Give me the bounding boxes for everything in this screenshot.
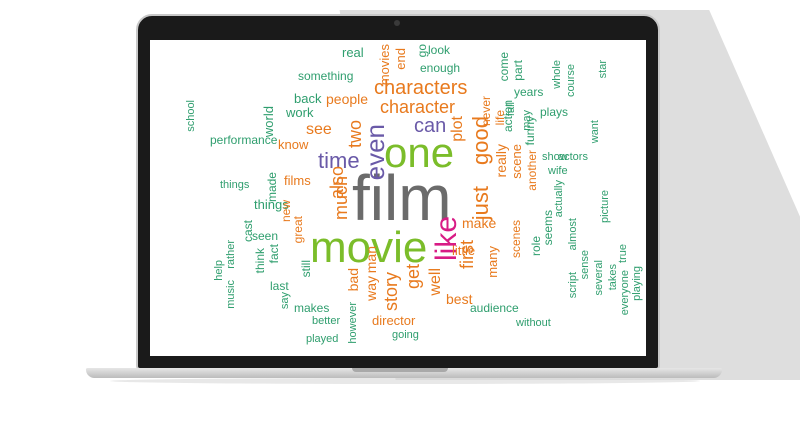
word-fact: fact — [267, 244, 281, 264]
word-music: music — [225, 280, 237, 309]
word-whole: whole — [551, 60, 563, 89]
word-make: make — [462, 215, 497, 231]
word-work: work — [286, 105, 314, 120]
word-bad: bad — [345, 268, 361, 292]
word-scene: scene — [509, 144, 524, 179]
word-several: several — [593, 260, 605, 296]
word-going: going — [392, 329, 419, 341]
word-say: say — [279, 292, 291, 310]
word-course: course — [565, 64, 577, 98]
word-made: made — [265, 172, 279, 203]
word-people: people — [326, 91, 369, 107]
word-back: back — [294, 91, 322, 106]
word-best: best — [446, 291, 473, 307]
word-almost: almost — [567, 218, 579, 251]
word-really: really — [493, 144, 509, 178]
word-little: little — [452, 243, 476, 258]
word-end: end — [393, 48, 408, 70]
word-without: without — [516, 317, 551, 329]
word-films: films — [284, 173, 311, 188]
word-enough: enough — [420, 61, 461, 75]
word-everyone: everyone — [619, 270, 631, 316]
word-think: think — [253, 248, 267, 274]
word-see: see — [306, 121, 332, 138]
laptop-screen: film movie one like even time characters… — [150, 40, 646, 356]
word-great: great — [291, 216, 305, 244]
word-story: story — [381, 272, 401, 312]
word-real: real — [342, 45, 364, 60]
word-also: also — [327, 166, 347, 200]
laptop-base-notch — [352, 368, 448, 372]
word-may: may — [521, 110, 533, 131]
word-better: better — [312, 315, 341, 327]
word-characters: characters — [374, 77, 468, 99]
word-movie: movie — [310, 223, 428, 272]
word-playing: playing — [631, 266, 643, 301]
word-takes: takes — [607, 264, 619, 291]
word-audience: audience — [470, 301, 519, 315]
word-however: however — [347, 302, 359, 344]
word-scenes: scenes — [509, 220, 523, 259]
word-help: help — [213, 260, 225, 281]
word-man: man — [363, 246, 379, 274]
word-way: way — [363, 276, 379, 301]
word-cast: cast — [241, 220, 255, 243]
laptop-base-shadow — [110, 378, 700, 384]
word-star: star — [597, 60, 609, 79]
word-picture: picture — [599, 190, 611, 224]
word-well: well — [427, 268, 444, 296]
webcam-icon — [394, 20, 400, 26]
word-something: something — [298, 69, 354, 83]
word-know: know — [278, 137, 309, 152]
word-can: can — [414, 115, 447, 137]
word-true: true — [617, 244, 629, 263]
word-part: part — [511, 60, 525, 81]
word-show: show — [542, 151, 568, 163]
word-things: things — [254, 197, 289, 212]
word-get: get — [403, 264, 423, 290]
word-one: one — [384, 129, 455, 176]
laptop-base — [86, 368, 722, 378]
word-movies: movies — [377, 44, 392, 86]
word-actors: actors — [558, 151, 588, 163]
word-seen: seen — [252, 229, 279, 243]
word-new: new — [279, 200, 293, 223]
word-film: film — [352, 162, 452, 234]
word-sense: sense — [579, 250, 591, 280]
word-makes: makes — [294, 301, 330, 315]
word-come: come — [497, 52, 511, 82]
word-performance: performance — [210, 133, 278, 147]
word-director: director — [372, 313, 416, 328]
word-time: time — [318, 148, 360, 173]
word-actually: actually — [553, 180, 565, 218]
word-things-2: things — [220, 179, 250, 191]
word-role: role — [529, 236, 543, 257]
word-plays: plays — [540, 105, 569, 119]
word-two: two — [345, 120, 365, 149]
word-even: even — [360, 124, 390, 181]
word-played: played — [306, 333, 339, 345]
word-character: character — [380, 97, 456, 117]
word-want: want — [589, 120, 601, 144]
word-another: another — [525, 150, 539, 191]
word-script: script — [567, 272, 579, 299]
word-still: still — [299, 260, 313, 278]
word-school: school — [185, 100, 197, 132]
word-years: years — [514, 85, 544, 99]
word-fall: fall — [505, 102, 517, 117]
word-never: never — [479, 96, 493, 127]
word-rather: rather — [225, 240, 237, 269]
word-plot: plot — [449, 116, 466, 142]
word-last: last — [270, 279, 289, 293]
word-many: many — [485, 246, 500, 278]
word-go: go — [415, 44, 429, 58]
word-wife: wife — [548, 165, 568, 177]
word-look: look — [428, 43, 451, 57]
